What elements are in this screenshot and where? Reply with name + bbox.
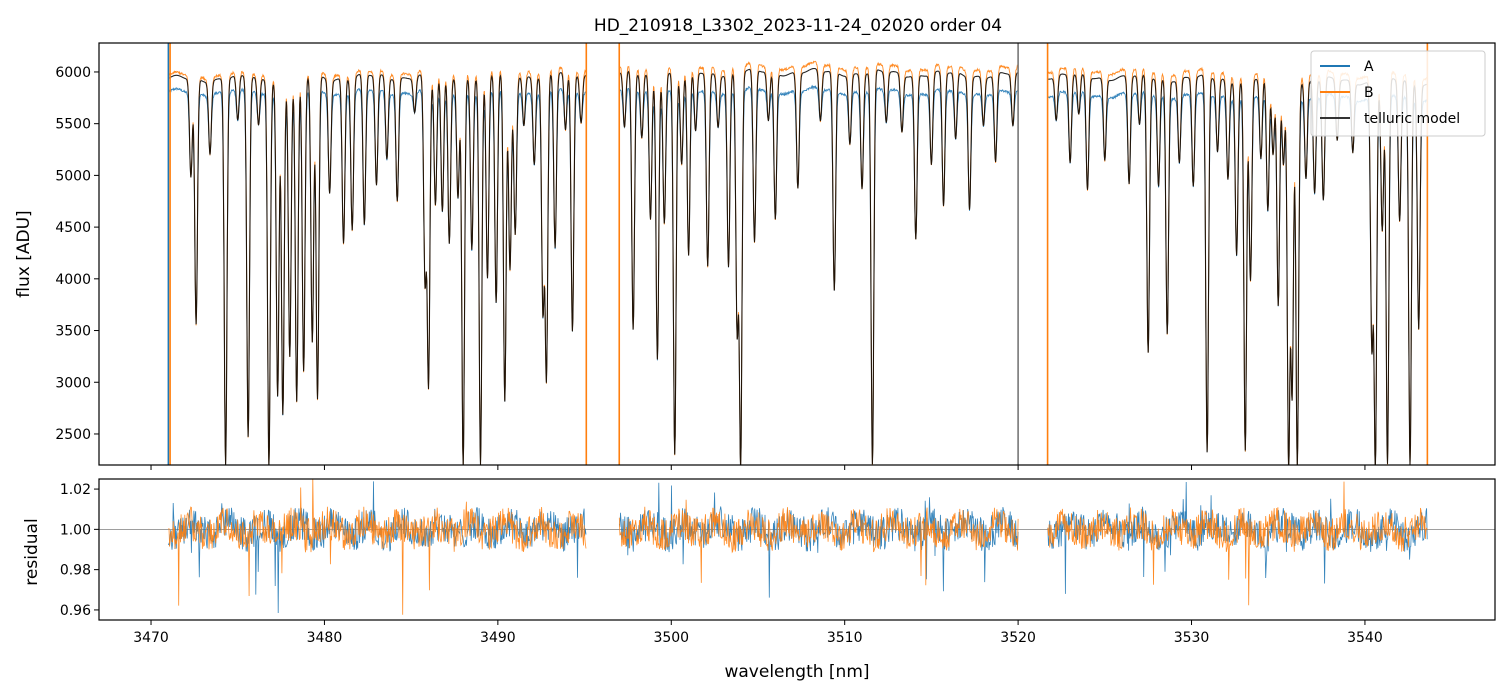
legend-label-telluric: telluric model bbox=[1364, 111, 1460, 127]
flux-y-tick-label: 2500 bbox=[55, 427, 91, 443]
flux-y-tick-label: 5500 bbox=[55, 117, 91, 133]
residual-y-tick-label: 0.98 bbox=[60, 563, 91, 579]
residual-y-tick-label: 1.00 bbox=[60, 522, 91, 538]
x-tick-label: 3540 bbox=[1347, 630, 1383, 646]
flux-y-tick-label: 3000 bbox=[55, 375, 91, 391]
legend-label-b: B bbox=[1364, 85, 1374, 101]
residual-x-ticks: 3470 3480 3490 3500 3510 3520 3530 3540 bbox=[133, 620, 1383, 646]
flux-y-axis-label: flux [ADU] bbox=[14, 210, 34, 297]
flux-y-tick-label: 4000 bbox=[55, 272, 91, 288]
flux-plot-area bbox=[167, 43, 1429, 465]
residual-b bbox=[168, 479, 1428, 615]
flux-x-ticks bbox=[150, 465, 1366, 470]
x-tick-label: 3500 bbox=[653, 630, 689, 646]
flux-y-tick-label: 4500 bbox=[55, 220, 91, 236]
legend: A B telluric model bbox=[1310, 50, 1486, 137]
x-tick-label: 3530 bbox=[1174, 630, 1210, 646]
legend-label-a: A bbox=[1364, 59, 1374, 75]
x-tick-label: 3480 bbox=[307, 630, 343, 646]
residual-y-axis-label: residual bbox=[22, 518, 42, 585]
residual-plot-area bbox=[99, 479, 1495, 615]
flux-y-tick-label: 5000 bbox=[55, 168, 91, 184]
x-tick-label: 3510 bbox=[827, 630, 863, 646]
flux-y-tick-label: 3500 bbox=[55, 324, 91, 340]
x-tick-label: 3490 bbox=[480, 630, 516, 646]
legend-box bbox=[1310, 50, 1486, 137]
residual-y-tick-label: 1.02 bbox=[60, 482, 91, 498]
flux-axes-frame bbox=[98, 42, 1496, 466]
residual-y-ticks: 0.96 0.98 1.00 1.02 bbox=[60, 482, 99, 619]
x-tick-label: 3520 bbox=[1000, 630, 1036, 646]
x-tick-label: 3470 bbox=[133, 630, 169, 646]
x-axis-label: wavelength [nm] bbox=[724, 662, 869, 682]
residual-axes-frame bbox=[98, 478, 1496, 621]
chart-title: HD_210918_L3302_2023-11-24_02020 order 0… bbox=[594, 16, 1002, 36]
flux-y-tick-label: 6000 bbox=[55, 65, 91, 81]
flux-y-ticks: 2500 3000 3500 4000 4500 5000 5500 6000 bbox=[55, 65, 99, 443]
residual-y-tick-label: 0.96 bbox=[60, 603, 91, 619]
